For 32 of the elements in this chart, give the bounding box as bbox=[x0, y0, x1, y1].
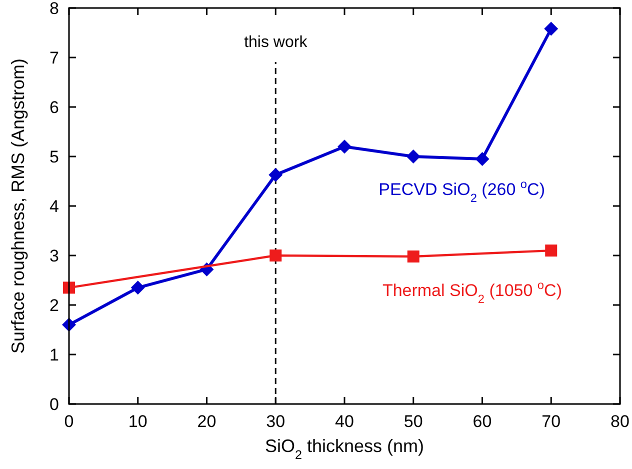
x-tick-label: 50 bbox=[404, 412, 423, 431]
point bbox=[544, 22, 558, 36]
x-tick-label: 70 bbox=[542, 412, 561, 431]
y-tick-label: 4 bbox=[50, 197, 59, 216]
series-label: Thermal SiO$_{2}$ (1050 $^{o}$C) bbox=[382, 278, 562, 306]
y-tick-label: 5 bbox=[50, 148, 59, 166]
x-tick-label: 80 bbox=[610, 412, 630, 431]
series-label: PECVD SiO$_{2}$ (260 $^{o}$C) bbox=[378, 177, 545, 205]
point bbox=[268, 168, 283, 182]
point bbox=[475, 152, 490, 166]
x-tick-label: 20 bbox=[197, 412, 216, 431]
x-tick-label: 0 bbox=[64, 412, 74, 431]
point bbox=[130, 280, 145, 295]
y-tick-label: 6 bbox=[50, 98, 59, 117]
ref-line-label: this work bbox=[244, 34, 308, 51]
x-axis-title: SiO$_{2}$ thickness (nm) bbox=[264, 436, 424, 462]
y-tick-label: 8 bbox=[50, 0, 59, 18]
point bbox=[545, 244, 558, 257]
point bbox=[270, 250, 282, 262]
point bbox=[406, 150, 420, 164]
point bbox=[338, 140, 352, 154]
point bbox=[407, 250, 420, 262]
y-axis-title: Surface roughness, RMS (Angstrom) bbox=[8, 58, 28, 354]
x-tick-label: 60 bbox=[472, 412, 492, 431]
y-tick-label: 7 bbox=[50, 48, 59, 68]
y-tick-label: 0 bbox=[50, 395, 59, 414]
x-tick-label: 40 bbox=[335, 412, 354, 431]
y-tick-label: 2 bbox=[50, 296, 59, 315]
x-tick-label: 10 bbox=[128, 412, 148, 431]
y-tick-label: 1 bbox=[50, 346, 59, 364]
x-tick-label: 30 bbox=[266, 412, 286, 431]
y-tick-label: 3 bbox=[50, 246, 59, 266]
